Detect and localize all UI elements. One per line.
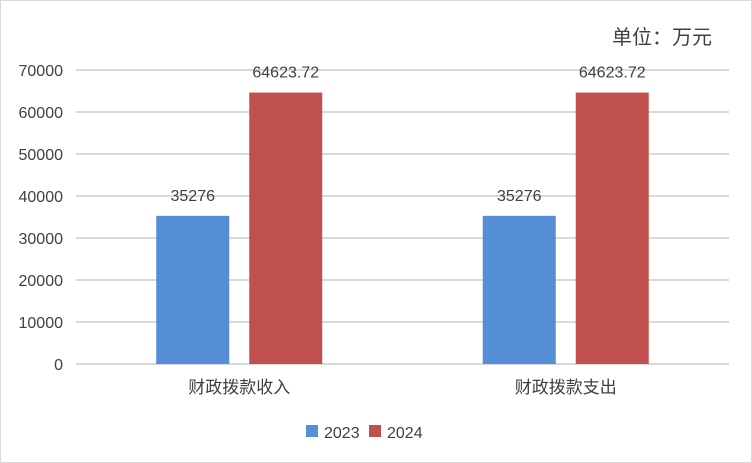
y-tick-label: 60000: [19, 105, 64, 122]
y-tick-label: 20000: [19, 273, 64, 290]
y-tick-label: 30000: [19, 231, 64, 248]
y-tick-label: 50000: [19, 147, 64, 164]
legend-label: 2023: [324, 425, 360, 442]
x-category-label: 财政拨款支出: [515, 378, 617, 397]
x-category-label: 财政拨款收入: [188, 378, 290, 397]
y-tick-label: 10000: [19, 315, 64, 332]
unit-label: 单位：万元: [612, 26, 712, 49]
data-label: 35276: [497, 188, 542, 205]
bar-2023-0: [156, 215, 230, 364]
y-tick-label: 0: [54, 357, 63, 374]
y-tick-label: 70000: [19, 63, 64, 80]
y-tick-label: 40000: [19, 189, 64, 206]
bar-2024-1: [575, 92, 649, 364]
data-label: 64623.72: [579, 65, 646, 82]
legend-label: 2024: [387, 425, 423, 442]
data-label: 64623.72: [252, 65, 319, 82]
legend-swatch-2024: [369, 425, 381, 437]
bar-2024-0: [249, 92, 323, 364]
data-label: 35276: [171, 188, 216, 205]
legend-swatch-2023: [306, 425, 318, 437]
bar-2023-1: [482, 215, 556, 364]
